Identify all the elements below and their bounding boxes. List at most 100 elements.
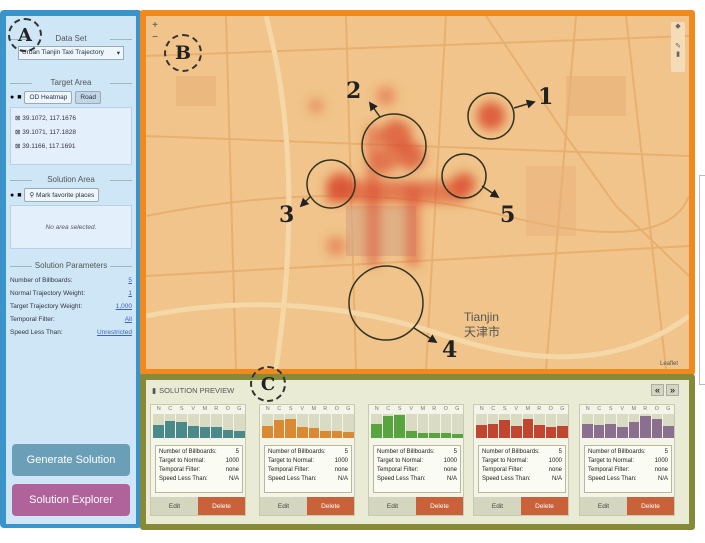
- coord-item[interactable]: ⊠ 39.1071, 117.1828: [15, 129, 77, 136]
- main-roads: [146, 16, 689, 369]
- bar-track: [582, 414, 593, 438]
- solution-card[interactable]: N C S V M R O G Number of Billboards: 5 Target to …: [579, 404, 675, 516]
- bar-track: [320, 414, 331, 438]
- param-value[interactable]: All: [124, 316, 132, 323]
- coord-item[interactable]: ⊠ 39.1166, 117.1691: [15, 143, 76, 150]
- panel-c-label: C: [250, 366, 286, 402]
- bar: [187, 426, 199, 438]
- bar-track: [308, 414, 320, 438]
- map-block: [176, 76, 216, 106]
- delete-button[interactable]: Delete: [307, 497, 354, 515]
- bar-letter: G: [455, 406, 460, 412]
- map-attribution[interactable]: Leaflet: [660, 361, 678, 367]
- edit-button[interactable]: Edit: [474, 497, 521, 515]
- bar: [176, 422, 187, 438]
- trash-icon[interactable]: ▮: [676, 51, 680, 58]
- bar-letter: V: [514, 406, 519, 412]
- delete-button[interactable]: Delete: [521, 497, 568, 515]
- bar: [499, 420, 510, 438]
- solution-bar-chart: [476, 414, 568, 438]
- coord-item[interactable]: ⊠ 39.1072, 117.1676: [15, 115, 77, 122]
- bar-track: [651, 414, 663, 438]
- bar-track: [616, 414, 628, 438]
- solution-bar-chart: [262, 414, 354, 438]
- heatmap-map[interactable]: 1 2 3 4 5 Tianjin 天津市 Leaflet + − ◆ ✎ ▮: [146, 16, 689, 369]
- bar-track: [273, 414, 285, 438]
- param-value[interactable]: 1,000: [115, 303, 132, 310]
- bar: [605, 423, 616, 438]
- solution-bar-chart: [582, 414, 674, 438]
- bar-track: [331, 414, 343, 438]
- card-actions: Edit Delete: [151, 497, 245, 515]
- square-select-icon[interactable]: ■: [17, 191, 22, 199]
- card-actions: Edit Delete: [369, 497, 463, 515]
- param-value[interactable]: Unrestricted: [96, 329, 132, 336]
- solution-card[interactable]: N C S V M R O G Number of Billboards: 5 Target to …: [368, 404, 464, 516]
- param-value[interactable]: 5: [128, 277, 132, 284]
- prev-page-button[interactable]: «: [650, 384, 664, 396]
- callout-circle-3[interactable]: [306, 159, 356, 209]
- bar-letter: R: [323, 406, 328, 412]
- generate-solution-button[interactable]: Generate Solution: [12, 444, 130, 476]
- zoom-in-button[interactable]: +: [152, 20, 158, 31]
- square-select-icon[interactable]: ■: [17, 94, 22, 101]
- edit-button[interactable]: Edit: [580, 497, 627, 515]
- bar-track: [628, 414, 640, 438]
- bar-track: [405, 414, 417, 438]
- bar-letter: N: [585, 406, 590, 412]
- delete-button[interactable]: Delete: [416, 497, 463, 515]
- bar: [199, 427, 211, 438]
- bar-track: [382, 414, 394, 438]
- pin-icon: ⊠: [15, 129, 21, 136]
- preview-nav: « »: [650, 384, 679, 396]
- edit-icon[interactable]: ✎: [675, 43, 681, 50]
- zoom-out-button[interactable]: −: [152, 32, 158, 43]
- callout-circle-2[interactable]: [361, 113, 427, 179]
- control-panel-body: Data Set Urban Tianjin Taxi Trajectory ▾ …: [6, 16, 136, 524]
- side-panel-edge: [699, 175, 705, 385]
- solution-card[interactable]: N C S V M R O G Number of Billboards: 5 Target to …: [259, 404, 355, 516]
- bar-letter: M: [631, 406, 637, 412]
- callout-circle-4[interactable]: [348, 265, 424, 341]
- solution-card[interactable]: N C S V M R O G Number of Billboards: 5 Target to …: [473, 404, 569, 516]
- solution-explorer-button[interactable]: Solution Explorer: [12, 484, 130, 516]
- mark-favorite-button[interactable]: ⚲ Mark favorite places: [24, 188, 100, 202]
- callout-circle-5[interactable]: [441, 153, 487, 199]
- delete-button[interactable]: Delete: [198, 497, 245, 515]
- layers-icon[interactable]: ◆: [675, 23, 681, 30]
- bar-letter: R: [214, 406, 219, 412]
- solution-card[interactable]: N C S V M R O G Number of Billboards: 5 Target to …: [150, 404, 246, 516]
- tab-od-heatmap[interactable]: OD Heatmap: [24, 91, 73, 104]
- next-page-button[interactable]: »: [665, 384, 679, 396]
- callout-circle-1[interactable]: [467, 92, 515, 140]
- bar-track: [557, 414, 568, 438]
- data-set-select[interactable]: Urban Tianjin Taxi Trajectory ▾: [18, 46, 124, 60]
- bar-track: [285, 414, 296, 438]
- bar: [394, 415, 405, 438]
- delete-button[interactable]: Delete: [627, 497, 674, 515]
- map-block: [346, 206, 416, 256]
- bar: [429, 433, 440, 438]
- param-row: Target Trajectory Weight: 1,000: [10, 303, 132, 310]
- callout-circles: [299, 92, 536, 343]
- bar: [452, 434, 463, 438]
- bar-track: [522, 414, 534, 438]
- edit-button[interactable]: Edit: [260, 497, 307, 515]
- bar: [582, 423, 593, 438]
- tab-road[interactable]: Road: [75, 91, 101, 104]
- circle-select-icon[interactable]: ●: [10, 94, 15, 101]
- callout-number-5: 5: [500, 202, 515, 228]
- bar-track: [211, 414, 222, 438]
- edit-button[interactable]: Edit: [369, 497, 416, 515]
- bar-track: [510, 414, 522, 438]
- bar-track: [417, 414, 429, 438]
- solution-info: Number of Billboards: 5 Target to Normal: 1…: [264, 445, 352, 493]
- param-value[interactable]: 1: [128, 290, 132, 297]
- edit-button[interactable]: Edit: [151, 497, 198, 515]
- bar: [593, 424, 605, 438]
- bar: [616, 427, 628, 438]
- circle-select-icon[interactable]: ●: [10, 191, 15, 199]
- bar-letter: R: [537, 406, 542, 412]
- bar-letter: S: [288, 406, 293, 412]
- bar-letter: N: [156, 406, 161, 412]
